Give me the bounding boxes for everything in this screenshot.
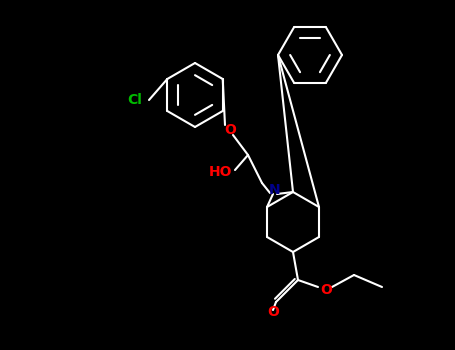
Text: O: O [224,123,236,137]
Text: HO: HO [208,165,232,179]
Text: Cl: Cl [127,93,142,107]
Text: O: O [320,283,332,297]
Text: N: N [269,183,281,197]
Text: O: O [267,305,279,319]
